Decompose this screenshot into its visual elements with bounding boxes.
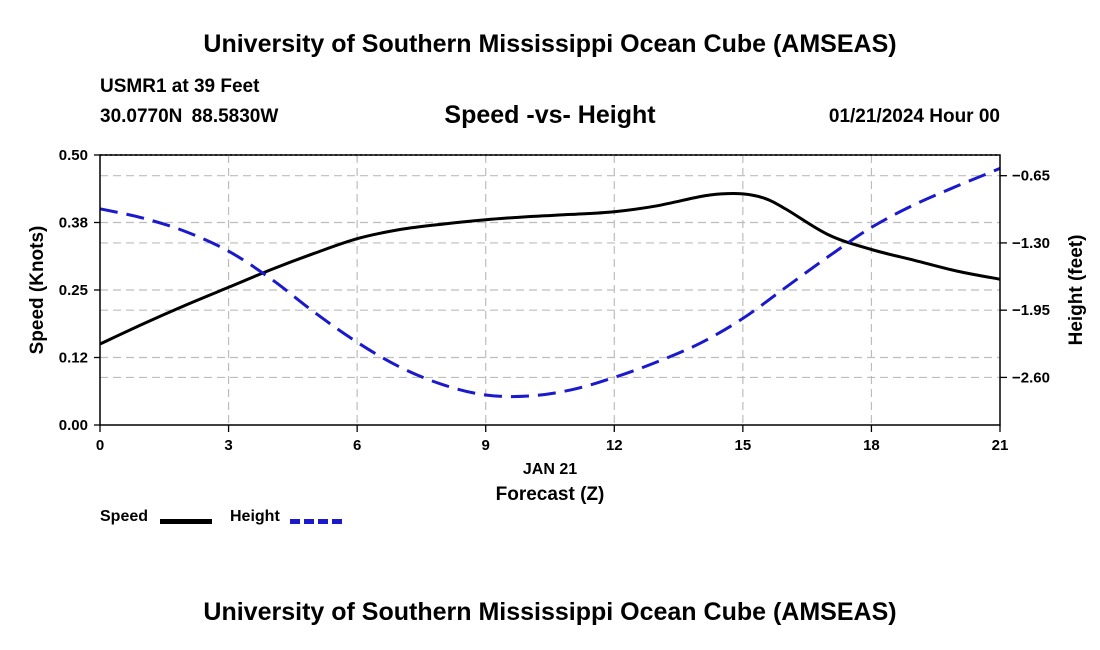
- legend-label-height: Height: [230, 508, 280, 525]
- x-tick-label: 18: [863, 437, 880, 454]
- legend-label-speed: Speed: [100, 508, 149, 525]
- y2-tick-label: −0.65: [1012, 168, 1050, 185]
- x-tick-label: 12: [606, 437, 623, 454]
- series-layer: [99, 167, 1001, 399]
- y2-tick-label: −1.30: [1012, 235, 1050, 252]
- y-tick-label: 0.50: [59, 147, 88, 164]
- y-tick-label: 0.25: [59, 282, 88, 299]
- legend-swatch-speed: [160, 519, 212, 524]
- series-line-speed: [99, 191, 1001, 346]
- x-tick-label: 9: [482, 437, 490, 454]
- y2-tick-label: −1.95: [1012, 302, 1050, 319]
- axes-layer: 0 3 6 9 12 15 18 21 0.00 0.12 0.25 0.38 0.50 −0.65 −1.…: [59, 147, 1050, 454]
- x-tick-label: 21: [992, 437, 1009, 454]
- chart-title: Speed -vs- Height: [444, 101, 656, 129]
- station-coordinates: 30.0770N 88.5830W: [100, 106, 279, 127]
- station-label: USMR1 at 39 Feet: [100, 76, 260, 97]
- x-tick-label: 6: [353, 437, 361, 454]
- y-tick-label: 0.38: [59, 215, 88, 232]
- y-axis-label: Speed (Knots): [27, 226, 48, 355]
- grid-layer: [100, 155, 1000, 425]
- x-tick-label: 3: [224, 437, 232, 454]
- y-tick-label: 0.12: [59, 350, 88, 367]
- x-axis-label: Forecast (Z): [496, 484, 605, 505]
- series-line-height: [99, 167, 1001, 399]
- y2-tick-label: −2.60: [1012, 369, 1050, 386]
- x-axis-date-label: JAN 21: [523, 461, 577, 478]
- x-tick-label: 15: [735, 437, 752, 454]
- x-tick-label: 0: [96, 437, 104, 454]
- y2-axis-label: Height (feet): [1066, 235, 1087, 346]
- forecast-date: 01/21/2024 Hour 00: [828, 106, 1000, 127]
- footer-title: University of Southern Mississippi Ocean…: [203, 598, 897, 626]
- y-tick-label: 0.00: [59, 417, 88, 434]
- main-title: University of Southern Mississippi Ocean…: [203, 30, 897, 58]
- legend-swatch-height: [290, 519, 342, 524]
